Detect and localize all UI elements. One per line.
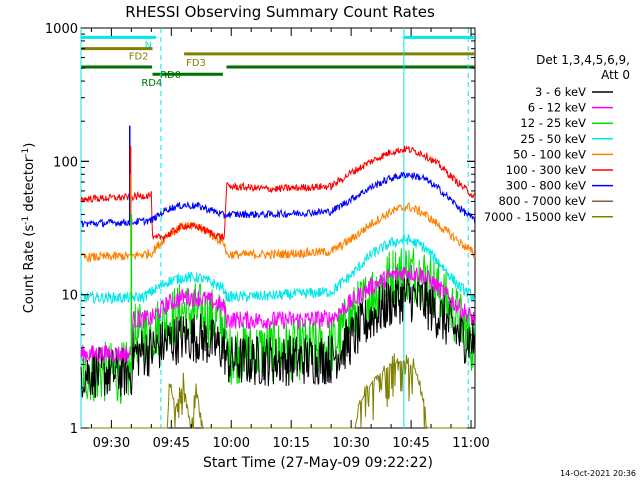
- series-line-6-12-kev: [80, 264, 476, 364]
- timestamp: 14-Oct-2021 20:36: [560, 469, 636, 478]
- x-tick-label: 10:15: [272, 436, 309, 451]
- chart-title: RHESSI Observing Summary Count Rates: [125, 3, 435, 21]
- legend: Det 1,3,4,5,6,9, Att 0 3 - 6 keV 6 - 12 k…: [484, 53, 630, 224]
- x-tick-label: 10:00: [213, 436, 250, 451]
- legend-label: 300 - 800 keV: [506, 179, 586, 193]
- y-tick-label: 100: [53, 155, 78, 170]
- x-tick-label: 09:30: [93, 436, 130, 451]
- legend-label: 50 - 100 keV: [513, 147, 586, 161]
- flag-label-fd3: FD3: [186, 58, 206, 69]
- flag-label-rd4: RD4: [141, 78, 162, 89]
- x-axis: 09:30 09:45 10:00 10:15 10:30 10:45 11:00: [90, 28, 490, 451]
- instrument-flags: NFD2FD3RD0RD4: [81, 35, 475, 89]
- legend-label: 25 - 50 keV: [520, 132, 586, 146]
- x-axis-label: Start Time (27-May-09 09:22:22): [203, 455, 433, 471]
- legend-label: 3 - 6 keV: [535, 85, 586, 99]
- series-line-12-25-kev: [80, 248, 476, 404]
- series-line-100-300-kev: [80, 145, 475, 242]
- y-tick-label: 1000: [45, 22, 78, 37]
- y-tick-label: 1: [70, 422, 78, 437]
- x-tick-label: 11:00: [452, 436, 489, 451]
- series-line-7000-15000-kev: [81, 353, 475, 430]
- flag-label-n: N: [145, 40, 152, 51]
- x-tick-label: 10:30: [332, 436, 369, 451]
- x-tick-label: 09:45: [153, 436, 190, 451]
- legend-label: 6 - 12 keV: [528, 101, 586, 115]
- series-line-3-6-kev: [80, 274, 476, 398]
- series-line-50-100-kev: [80, 201, 476, 264]
- legend-header-detectors: Det 1,3,4,5,6,9,: [536, 53, 630, 67]
- series-line-300-800-kev: [80, 171, 476, 228]
- y-axis-label: Count Rate (s-1 detector-1): [21, 143, 37, 314]
- legend-label: 12 - 25 keV: [520, 116, 586, 130]
- legend-label: 100 - 300 keV: [506, 163, 586, 177]
- data-series: [80, 125, 476, 430]
- legend-header-attenuator: Att 0: [601, 68, 630, 82]
- y-tick-label: 10: [61, 289, 78, 304]
- y-axis: 1 10 100 1000: [45, 22, 475, 437]
- flag-label-fd2: FD2: [129, 52, 149, 63]
- series-line-25-50-kev: [80, 233, 476, 305]
- x-tick-label: 10:45: [392, 436, 429, 451]
- legend-label: 800 - 7000 keV: [498, 194, 586, 208]
- legend-label: 7000 - 15000 keV: [484, 210, 586, 224]
